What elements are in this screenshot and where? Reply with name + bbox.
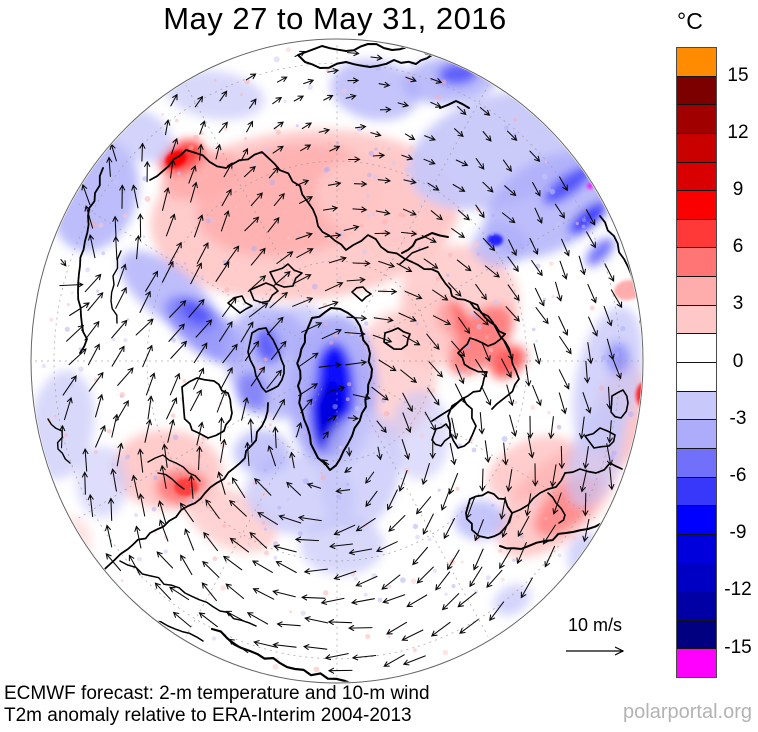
colorbar-tick: 9 (732, 179, 744, 200)
colorbar-segment (677, 562, 716, 592)
caption-anomaly-baseline: T2m anomaly relative to ERA-Interim 2004… (4, 705, 412, 726)
colorbar-tick: 3 (732, 293, 744, 315)
colorbar-unit-label: °C (677, 8, 703, 34)
colorbar-tick: -6 (729, 465, 747, 486)
colorbar-segment (677, 104, 716, 133)
colorbar-segment (677, 75, 716, 105)
colorbar-segment (677, 390, 716, 420)
globe-rim (30, 38, 644, 684)
colorbar-segment (677, 276, 716, 305)
colorbar (676, 47, 717, 678)
anomaly-speckles (41, 47, 634, 673)
colorbar-segment (677, 190, 716, 219)
colorbar-segment (677, 333, 716, 363)
colorbar-tick: 15 (727, 64, 749, 86)
colorbar-segment (677, 362, 716, 391)
colorbar-segment (677, 161, 716, 191)
colorbar-segment (677, 591, 716, 620)
colorbar-segment (677, 218, 716, 248)
colorbar-tick: -9 (729, 522, 747, 544)
colorbar-segment (677, 447, 716, 477)
colorbar-segment (677, 48, 716, 76)
colorbar-tick: -3 (729, 407, 747, 429)
map-title: May 27 to May 31, 2016 (163, 1, 507, 36)
colorbar-tick: 0 (732, 350, 744, 372)
colorbar-segment (677, 476, 716, 506)
colorbar-tick: 12 (727, 121, 749, 143)
colorbar-segment (677, 619, 716, 649)
colorbar-segment (677, 247, 716, 277)
caption-forecast: ECMWF forecast: 2-m temperature and 10-m… (4, 683, 430, 704)
colorbar-segment (677, 419, 716, 448)
watermark: polarportal.org (623, 701, 752, 723)
colorbar-segment (677, 533, 716, 563)
wind-scale-arrow (566, 646, 625, 656)
colorbar-tick: 6 (732, 236, 744, 258)
wind-vectors (59, 50, 623, 674)
wind-scale-label: 10 m/s (567, 615, 623, 635)
graticule (35, 43, 639, 679)
colorbar-segment (677, 505, 716, 534)
colorbar-segment (677, 304, 716, 334)
colorbar-segment (677, 132, 716, 162)
colorbar-tick: -12 (724, 579, 752, 601)
colorbar-segment (677, 648, 716, 678)
colorbar-tick: -15 (724, 636, 752, 658)
